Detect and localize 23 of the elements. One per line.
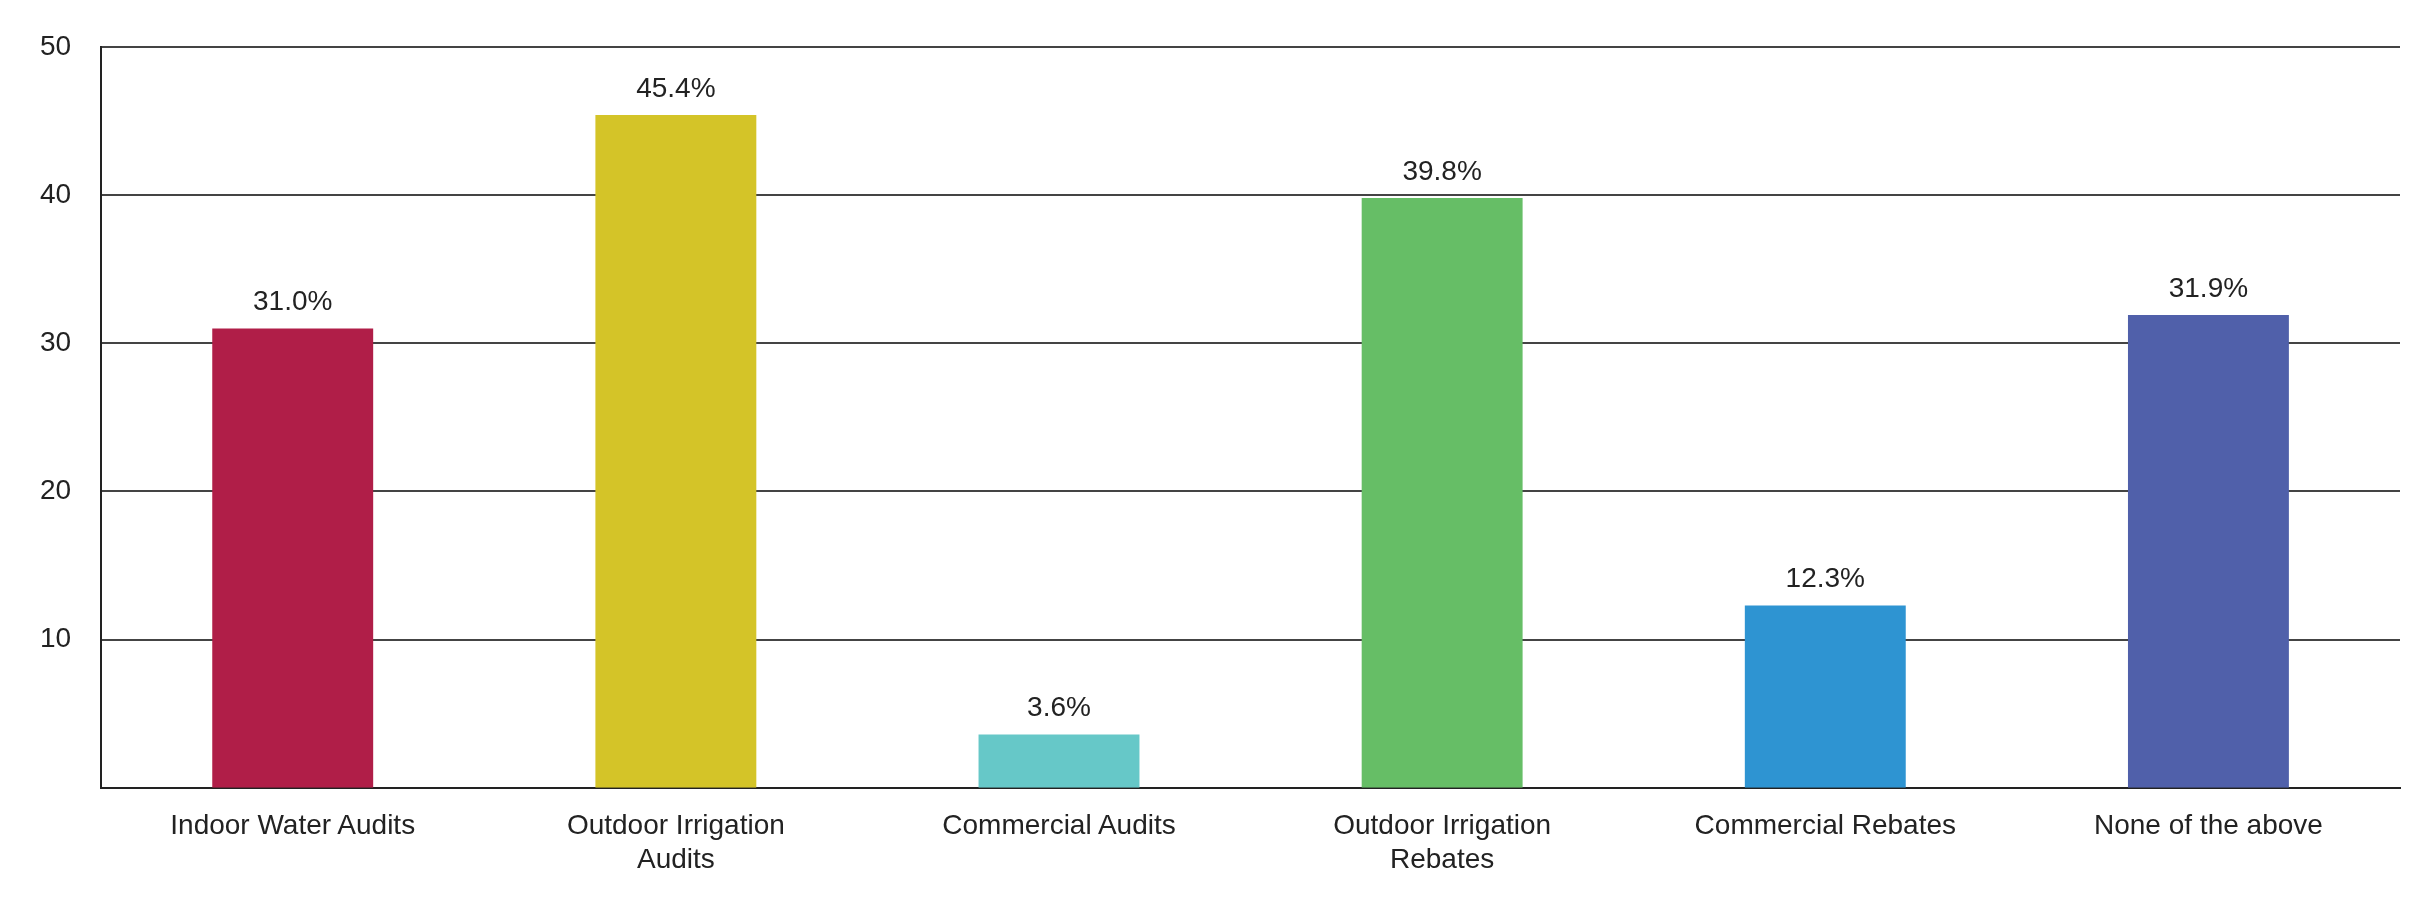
data-label: 12.3% [1785,562,1865,594]
x-tick-label: None of the above [2094,809,2323,841]
x-tick-label: Outdoor Irrigation Audits [566,809,785,874]
y-tick-label: 10 [39,622,72,654]
bar [978,734,1140,788]
y-tick-label: 50 [39,29,72,61]
bar [1361,197,1523,788]
x-tick-label: Outdoor Irrigation Rebates [1333,809,1552,874]
data-label: 39.8% [1402,154,1482,186]
y-tick-label: 30 [39,325,72,357]
x-tick-label: Commercial Rebates [1694,809,1956,841]
bar [1744,605,1906,788]
data-label: 3.6% [1027,691,1091,723]
bar [595,114,757,788]
y-tick-label: 40 [39,177,72,209]
x-tick-label: Commercial Audits [942,809,1176,841]
data-label: 31.0% [253,285,333,317]
x-tick-label: Indoor Water Audits [170,809,416,841]
data-label: 45.4% [636,71,716,103]
data-label: 31.9% [2168,271,2249,303]
bar [2127,315,2289,788]
y-tick-label: 20 [39,474,72,506]
bar [212,328,374,788]
